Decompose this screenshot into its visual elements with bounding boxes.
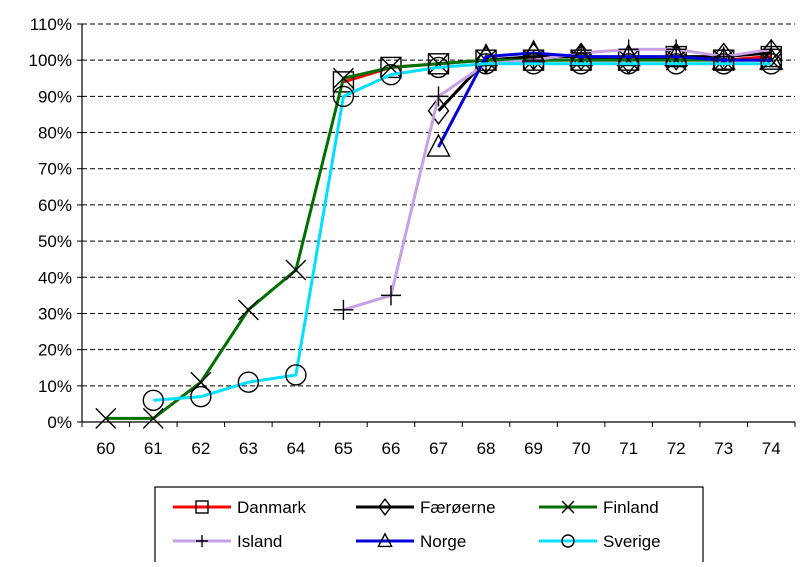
y-tick-label: 60% [38,196,72,215]
data-point-Sverige [713,53,735,75]
y-tick-label: 0% [47,413,72,432]
legend-marker [196,535,208,547]
data-point-Finland [665,49,687,71]
y-tick-label: 110% [30,15,72,34]
data-point-Sverige [380,63,402,86]
y-tick-label: 100% [29,51,72,70]
data-point-Finland [428,53,449,75]
x-tick-label: 72 [667,439,686,458]
legend-label: Norge [420,532,466,551]
data-point-Island [380,285,401,306]
data-point-Island [333,299,354,320]
y-tick-label: 40% [38,268,72,287]
legend-item-Færøerne: Færøerne [356,498,496,517]
x-tick-label: 74 [762,439,781,458]
series-line-Norge [437,51,772,148]
data-point-Island [571,42,592,63]
legend-marker [195,500,209,514]
series-Sverige [142,53,782,411]
x-tick-label: 73 [714,439,733,458]
series-line-Sverige [153,62,772,402]
x-tick-label: 63 [239,439,258,458]
data-point-Sverige [190,385,212,408]
data-point-Sverige [285,364,307,386]
data-point-Norge [426,133,451,157]
legend-marker [377,532,393,548]
data-point-Finland [332,67,354,89]
legend-label: Finland [603,498,659,517]
data-point-Sverige [617,53,640,75]
data-point-Sverige [332,85,355,108]
legend: Danmark Færøerne Finland Island Norge Sverige [154,486,704,566]
y-tick-label: 30% [38,304,72,323]
data-point-Sverige [522,53,545,75]
x-tick-label: 69 [524,439,543,458]
x-tick-label: 66 [382,439,401,458]
x-tick-label: 64 [286,439,305,458]
data-point-Norge [759,46,784,70]
data-point-Island [428,86,449,107]
data-point-Danmark [332,71,355,93]
axes [77,23,796,427]
data-point-Færøerne [427,96,450,125]
data-point-Sverige [475,53,497,75]
data-point-Finland [142,407,164,429]
data-point-Finland [237,299,259,321]
y-tick-label: 90% [38,87,72,106]
legend-label: Danmark [237,498,306,517]
x-tick-label: 65 [334,439,353,458]
data-point-Sverige [142,389,165,411]
x-tick-label: 60 [96,439,115,458]
y-tick-label: 20% [38,341,72,360]
y-tick-label: 10% [38,377,72,396]
legend-marker [561,500,575,514]
x-tick-label: 62 [191,439,210,458]
x-tick-label: 61 [144,439,163,458]
legend-box [154,486,704,566]
legend-item-Island: Island [173,532,282,551]
x-tick-label: 67 [429,439,448,458]
data-point-Norge [521,39,546,63]
legend-label: Færøerne [420,498,496,517]
x-tick-label: 70 [572,439,591,458]
legend-item-Sverige: Sverige [539,532,661,551]
legend-item-Norge: Norge [356,532,466,551]
legend-marker [378,498,392,516]
data-point-Finland [95,407,117,429]
legend-item-Finland: Finland [539,498,659,517]
y-tick-label: 50% [38,232,72,251]
data-point-Færøerne [760,38,783,68]
y-tick-label: 80% [38,124,72,143]
x-tick-labels: 60 61 62 63 64 65 66 67 68 69 70 71 72 73 74 [96,439,780,458]
data-point-Sverige [760,53,782,75]
data-point-Sverige [237,371,260,393]
x-tick-label: 68 [477,439,496,458]
y-tick-labels: 0% 10% 20% 30% 40% 50% 60% 70% 80% 90% 100% 110% [29,15,72,432]
data-point-Finland [618,49,640,71]
legend-label: Island [237,532,282,551]
data-point-Sverige [427,56,450,79]
data-point-Norge [711,46,736,70]
legend-item-Danmark: Danmark [173,498,306,517]
series-line-Island [342,47,772,312]
data-point-Sverige [570,53,592,75]
data-point-Sverige [665,53,687,75]
y-tick-label: 70% [38,160,72,179]
data-point-Finland [285,259,307,281]
legend-label: Sverige [603,532,661,551]
series-group [95,38,784,429]
x-tick-label: 71 [619,439,638,458]
legend-marker [561,534,575,548]
data-point-Færøerne [665,42,688,71]
